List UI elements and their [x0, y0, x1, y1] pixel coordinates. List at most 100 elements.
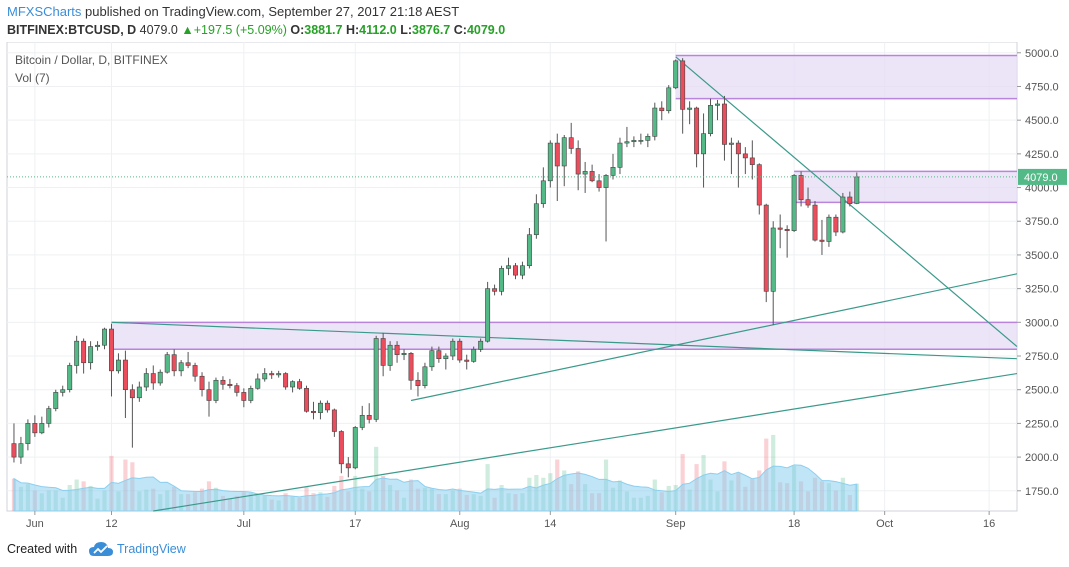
candle-body	[596, 180, 602, 188]
candle-body	[88, 346, 94, 364]
candle-body	[262, 373, 268, 380]
candle-body	[499, 268, 505, 292]
candle-body	[53, 392, 59, 409]
candle-body	[631, 140, 637, 143]
candle-body	[143, 373, 149, 388]
trendline[interactable]	[153, 372, 1018, 512]
candle-body	[317, 402, 323, 413]
y-tick-label: 3000.0	[1025, 317, 1059, 329]
candle-body	[715, 103, 720, 106]
candle	[227, 378, 233, 389]
created-with-text: Created with	[7, 542, 78, 556]
price-change: +197.5 (+5.09%)	[193, 23, 287, 37]
candle-body	[436, 350, 442, 360]
candle	[554, 133, 560, 202]
candle	[568, 122, 574, 154]
y-tick-label: 2250.0	[1025, 418, 1059, 430]
candle	[791, 174, 797, 233]
x-tick-label: 14	[544, 518, 556, 530]
candle-body	[206, 389, 212, 401]
candle-body	[701, 133, 707, 155]
candle	[276, 370, 282, 378]
candle	[262, 368, 268, 382]
candle-body	[46, 408, 52, 424]
y-tick-label: 4250.0	[1025, 149, 1059, 161]
candle-body	[561, 137, 567, 167]
candle-body	[791, 175, 797, 231]
candle-body	[150, 373, 156, 384]
candle-body	[248, 388, 254, 401]
candle-body	[735, 142, 741, 155]
price-chart[interactable]: 1750.0 2000.0 2250.0 2500.0 2750.0 3000.0 3250…	[0, 42, 1069, 537]
candle	[352, 426, 358, 470]
candle-body	[95, 344, 101, 347]
candle-body	[547, 142, 553, 182]
legend-title: Bitcoin / Dollar, D, BITFINEX	[15, 53, 168, 67]
candle-body	[109, 328, 114, 372]
candle-body	[540, 180, 546, 205]
candle	[847, 191, 853, 207]
candle	[32, 415, 38, 437]
candle	[540, 167, 546, 208]
candle	[338, 430, 344, 474]
candle	[53, 389, 59, 412]
candle	[728, 137, 734, 175]
candle-body	[777, 227, 783, 230]
candle-body	[554, 142, 560, 167]
candle-body	[687, 107, 693, 110]
candle	[735, 140, 741, 188]
x-tick-label: Aug	[450, 518, 470, 530]
candle-body	[227, 384, 233, 386]
y-tick-label: 5000.0	[1025, 48, 1059, 60]
candle	[492, 284, 498, 296]
candle-body	[178, 362, 184, 372]
candle	[311, 401, 316, 420]
y-tick-label: 1750.0	[1025, 486, 1059, 498]
trendline[interactable]	[111, 321, 1018, 360]
candle	[798, 171, 804, 207]
publisher-link[interactable]: MFXSCharts	[7, 4, 82, 19]
candle	[575, 140, 581, 191]
tradingview-cloud-icon[interactable]	[88, 540, 114, 560]
candle-body	[422, 366, 428, 386]
candle-body	[784, 229, 790, 231]
candle-body	[290, 381, 296, 388]
last-price: 4079.0	[139, 23, 178, 37]
trendline[interactable]	[675, 56, 1018, 348]
volume-bar	[680, 454, 685, 511]
trendline[interactable]	[410, 273, 1018, 402]
candle-body	[589, 171, 595, 182]
tradingview-link[interactable]: TradingView	[117, 542, 186, 556]
footer: Created with TradingView	[0, 537, 1069, 567]
x-tick-label: Oct	[876, 518, 893, 530]
candle-body	[519, 265, 525, 276]
candle-body	[171, 354, 177, 372]
candle-body	[624, 141, 630, 144]
candle-body	[338, 431, 344, 465]
candle	[485, 281, 491, 343]
candle-body	[331, 409, 337, 432]
candle	[359, 405, 365, 431]
candle	[506, 257, 511, 276]
candle	[687, 101, 693, 125]
published-text: published on TradingView.com, September …	[85, 4, 460, 19]
candle	[429, 346, 435, 371]
candle-body	[617, 142, 623, 168]
candle	[784, 225, 790, 258]
candle	[624, 126, 630, 148]
x-tick-label: Sep	[666, 518, 686, 530]
candle-body	[164, 354, 170, 373]
candle	[39, 416, 45, 435]
candle	[589, 164, 595, 183]
symbol-name: BITFINEX:BTCUSD, D	[7, 23, 137, 37]
candle	[519, 261, 525, 280]
candle-body	[652, 107, 658, 137]
candle	[833, 214, 839, 237]
candle	[129, 384, 135, 448]
candle-body	[763, 204, 769, 292]
x-tick-label: Jun	[26, 518, 44, 530]
candle	[673, 59, 679, 90]
candle-body	[694, 107, 700, 155]
candle	[638, 133, 644, 145]
candle-body	[673, 60, 679, 89]
